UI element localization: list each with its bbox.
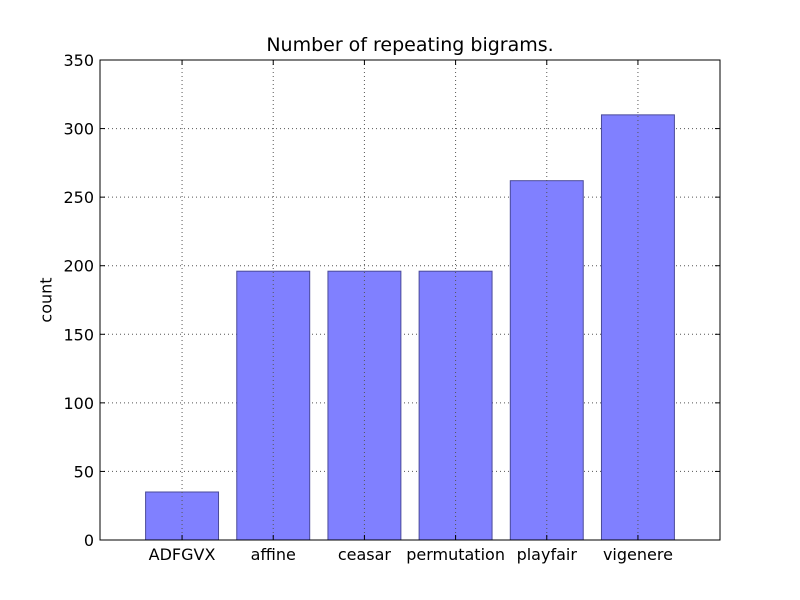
x-tick-label: ADFGVX [149,545,216,564]
x-tick-labels: ADFGVX affine ceasar permutation playfair vig… [149,545,673,564]
axis-ticks [100,59,720,541]
y-tick-label: 150 [63,325,94,344]
x-tick-label: affine [251,545,296,564]
bar-permutation [418,270,493,541]
bar-vigenere [600,114,675,541]
y-tick-labels: 0 50 100 150 200 250 300 350 [63,51,94,550]
bars [145,114,675,541]
chart-title: Number of repeating bigrams. [266,34,554,56]
y-tick-label: 200 [63,257,94,276]
x-grid-lines [181,60,639,540]
bar-affine [236,270,311,541]
bar-ceasar [327,270,402,541]
y-tick-label: 50 [74,462,94,481]
x-tick-label: ceasar [338,545,392,564]
y-tick-label: 250 [63,188,94,207]
plot-frame [99,59,721,541]
y-tick-label: 300 [63,120,94,139]
y-tick-label: 350 [63,51,94,70]
x-tick-label: playfair [517,545,578,564]
y-tick-label: 100 [63,394,94,413]
y-tick-label: 0 [84,531,94,550]
x-tick-label: vigenere [603,545,673,564]
x-tick-label: permutation [406,545,505,564]
